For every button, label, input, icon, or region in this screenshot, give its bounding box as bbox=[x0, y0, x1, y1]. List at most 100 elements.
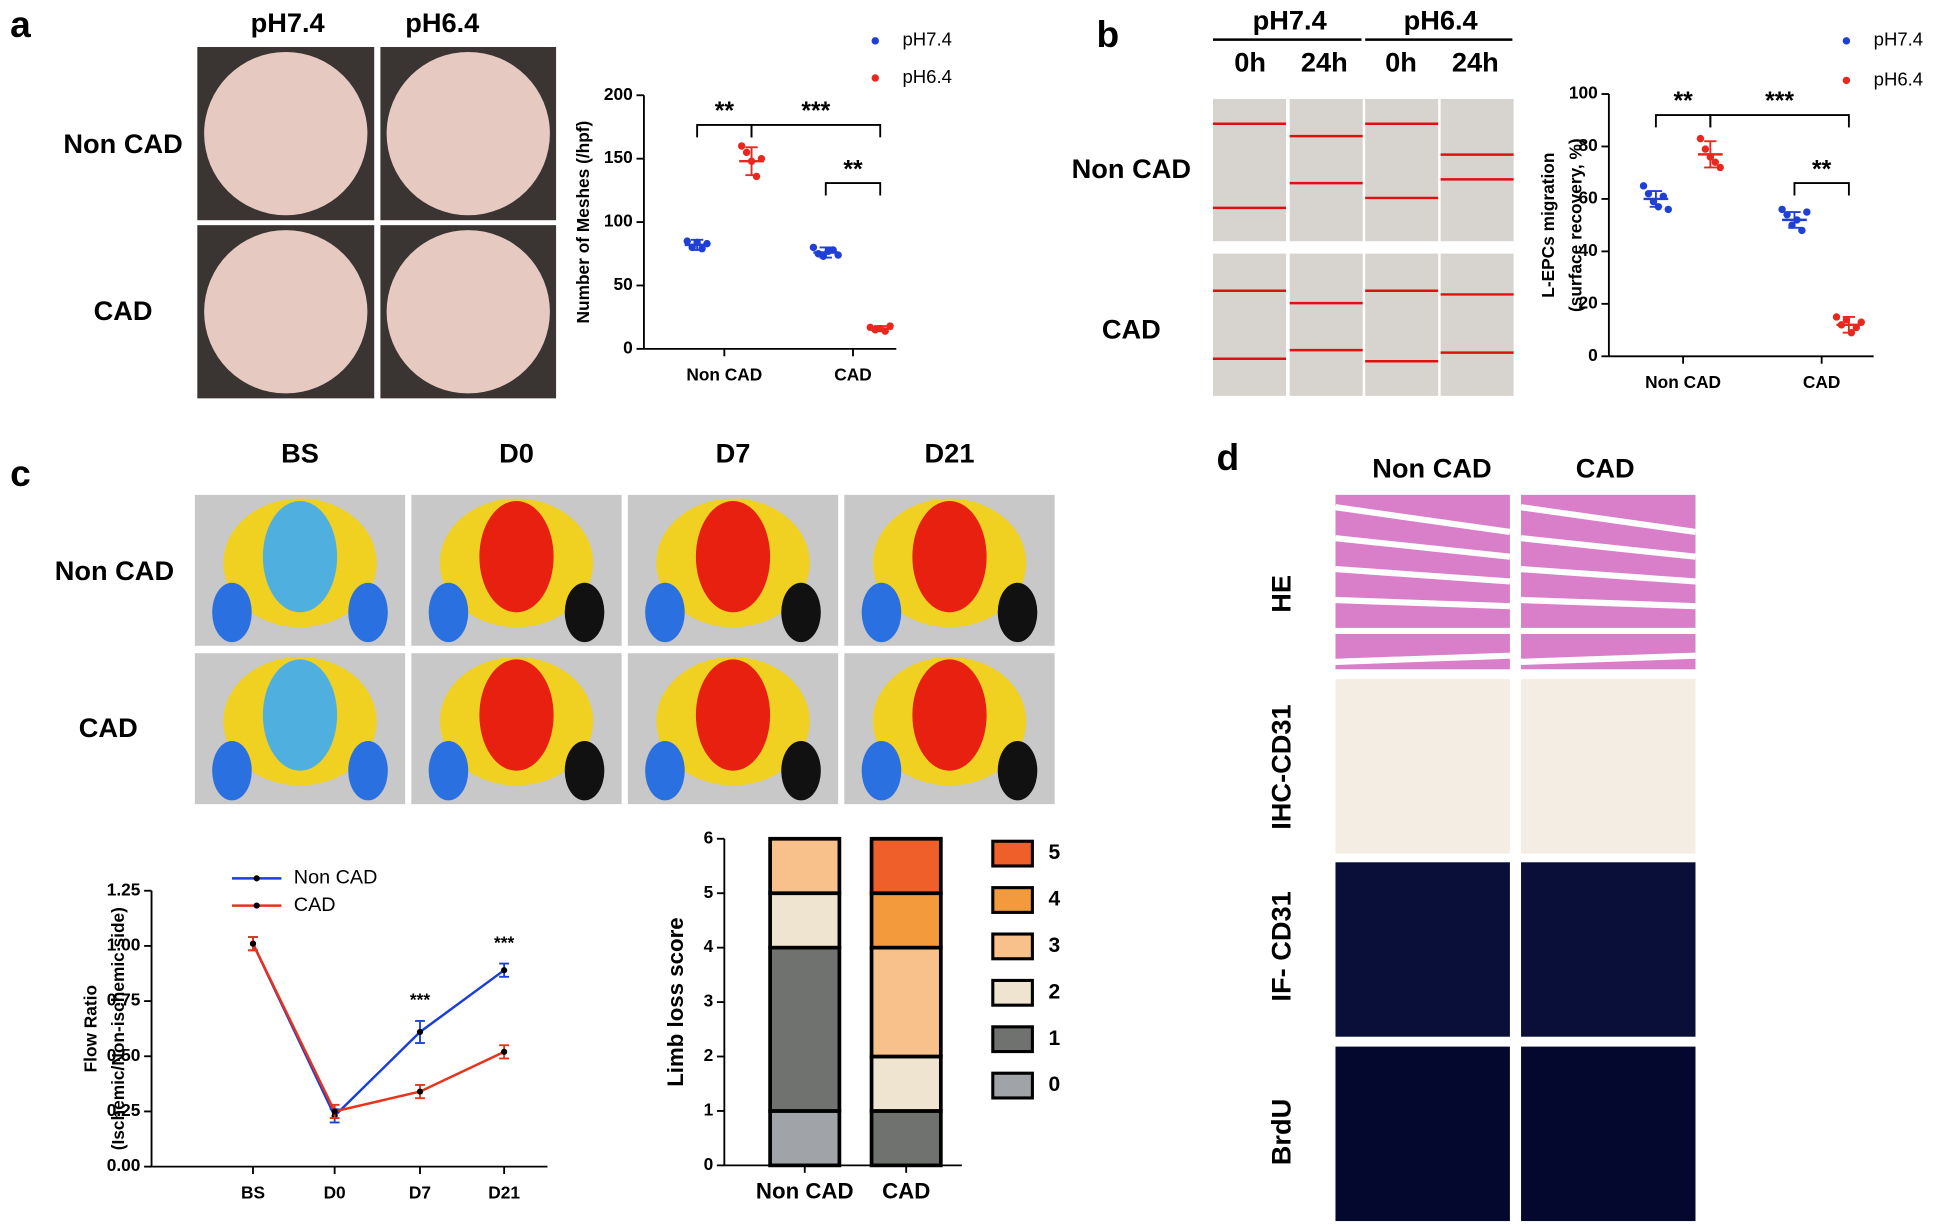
x-tick-label: Non CAD bbox=[1645, 372, 1721, 392]
legend-label: 2 bbox=[1048, 980, 1060, 1003]
perfusion bbox=[861, 741, 902, 801]
data-point bbox=[683, 237, 691, 245]
y-tick-label: 5 bbox=[704, 882, 714, 902]
bar-segment bbox=[869, 891, 943, 950]
x-tick-label: Non CAD bbox=[686, 365, 762, 385]
data-point bbox=[416, 1088, 424, 1095]
tissue-gap bbox=[1335, 596, 1511, 610]
x-tick-label: D0 bbox=[324, 1182, 346, 1202]
label: BrdU bbox=[1266, 1099, 1297, 1166]
data-point bbox=[1696, 134, 1705, 143]
y-tick-label: 150 bbox=[604, 147, 633, 167]
bar-segment bbox=[869, 945, 943, 1059]
y-tick-label: 0 bbox=[623, 337, 633, 357]
y-tick-label: 4 bbox=[704, 936, 714, 956]
data-point bbox=[416, 1028, 424, 1036]
label: D21 bbox=[925, 437, 975, 468]
label: a bbox=[10, 3, 31, 45]
y-tick-label: 0.75 bbox=[107, 990, 141, 1010]
label: 24h bbox=[1301, 47, 1348, 78]
label: pH6.4 bbox=[405, 7, 479, 38]
image-panel bbox=[1521, 679, 1696, 854]
annotation: *** bbox=[1765, 88, 1794, 115]
label: CAD bbox=[94, 295, 153, 326]
tissue-gap bbox=[1520, 535, 1696, 560]
data-point bbox=[1664, 205, 1672, 214]
legend-label: 5 bbox=[1048, 841, 1060, 864]
perfusion bbox=[212, 582, 252, 643]
label: 0h bbox=[1234, 47, 1266, 78]
y-tick-label: 200 bbox=[604, 84, 633, 104]
legend-marker bbox=[253, 875, 260, 882]
label: D0 bbox=[499, 437, 534, 468]
y-tick-label: 1.00 bbox=[107, 934, 141, 954]
perfusion bbox=[645, 582, 685, 643]
y-axis-label: L-EPCs migration bbox=[1538, 153, 1558, 298]
perfusion bbox=[428, 582, 469, 643]
annotation: ** bbox=[1673, 88, 1693, 115]
annotation: ** bbox=[1812, 156, 1832, 183]
legend-marker bbox=[991, 886, 1034, 914]
y-axis-label: Flow Ratio bbox=[81, 985, 101, 1072]
x-tick-label: Non CAD bbox=[756, 1178, 854, 1203]
y-tick-label: 0 bbox=[704, 1154, 714, 1174]
label: Non CAD bbox=[55, 555, 174, 586]
label: Non CAD bbox=[1072, 153, 1191, 184]
bracket bbox=[1793, 182, 1850, 196]
y-tick-label: 6 bbox=[704, 827, 714, 847]
legend-label: 4 bbox=[1048, 888, 1060, 911]
legend-marker bbox=[991, 1025, 1034, 1054]
well bbox=[386, 230, 550, 394]
data-point bbox=[501, 1048, 508, 1055]
x-tick-label: D7 bbox=[409, 1182, 431, 1202]
tissue-gap bbox=[1520, 565, 1696, 585]
perfusion bbox=[695, 501, 771, 613]
legend-label: Non CAD bbox=[294, 867, 378, 889]
perfusion bbox=[262, 659, 338, 771]
bar-segment bbox=[768, 836, 842, 896]
bar-segment bbox=[768, 945, 842, 1113]
legend-label: pH7.4 bbox=[1874, 29, 1924, 50]
bracket bbox=[696, 124, 753, 138]
bar-segment bbox=[869, 1109, 943, 1168]
image-panel bbox=[1213, 98, 1286, 242]
label: Non CAD bbox=[63, 128, 182, 159]
bracket bbox=[1709, 114, 1850, 128]
perfusion bbox=[997, 741, 1038, 801]
label: b bbox=[1097, 13, 1120, 55]
bar-segment bbox=[869, 836, 943, 896]
perfusion bbox=[479, 659, 554, 771]
legend-marker bbox=[871, 74, 879, 82]
perfusion bbox=[912, 659, 987, 771]
legend-marker bbox=[1842, 37, 1851, 45]
y-tick-label: 3 bbox=[704, 991, 714, 1011]
legend-marker bbox=[1842, 76, 1851, 85]
label: 24h bbox=[1452, 47, 1499, 78]
y-tick-label: 0.25 bbox=[107, 1100, 141, 1120]
well bbox=[204, 230, 368, 394]
y-tick-label: 60 bbox=[1579, 188, 1598, 208]
image-panel bbox=[1521, 862, 1696, 1037]
x-tick-label: BS bbox=[241, 1182, 265, 1202]
label: pH7.4 bbox=[1253, 4, 1327, 35]
y-tick-label: 0 bbox=[1588, 345, 1598, 365]
image-panel bbox=[1521, 1046, 1696, 1222]
image-panel bbox=[1365, 253, 1439, 396]
label: CAD bbox=[1576, 452, 1635, 483]
legend-marker bbox=[991, 1071, 1034, 1100]
y-tick-label: 80 bbox=[1579, 135, 1598, 155]
perfusion bbox=[781, 741, 821, 801]
label: pH7.4 bbox=[251, 7, 325, 38]
x-tick-label: D21 bbox=[488, 1182, 520, 1202]
data-point bbox=[1716, 163, 1724, 172]
bar-segment bbox=[768, 1109, 842, 1168]
well bbox=[386, 51, 550, 216]
y-tick-label: 0.50 bbox=[107, 1045, 141, 1065]
y-tick-label: 1.25 bbox=[107, 879, 141, 899]
bracket bbox=[824, 182, 882, 196]
y-tick-label: 100 bbox=[1569, 83, 1598, 103]
x-tick-label: CAD bbox=[1803, 372, 1840, 392]
perfusion bbox=[428, 741, 469, 801]
y-tick-label: 1 bbox=[704, 1100, 714, 1120]
